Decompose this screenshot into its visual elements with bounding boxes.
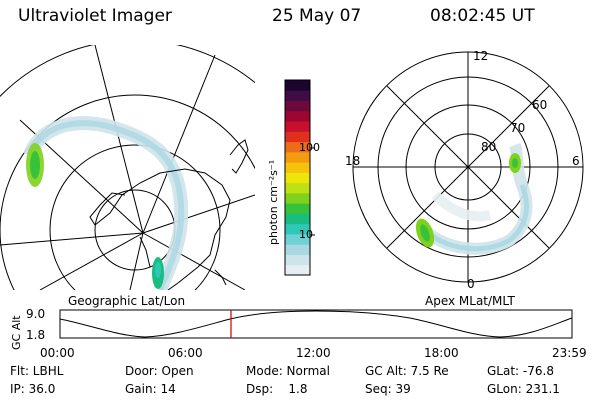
colorbar-step xyxy=(285,172,310,184)
mlat-label-70: 70 xyxy=(510,121,525,135)
geographic-map xyxy=(0,45,255,290)
magnetic-caption: Apex MLat/MLT xyxy=(425,294,515,308)
aurora-oval-mag xyxy=(415,142,533,255)
colorbar-step xyxy=(285,233,310,245)
dsp-status: Dsp: 1.8 xyxy=(246,382,308,396)
timeline-axis-title: GC Alt xyxy=(10,315,23,350)
timeline-y-bottom: 1.8 xyxy=(26,328,45,342)
meridian-line xyxy=(0,232,144,246)
timeline-y-top: 9.0 xyxy=(26,307,45,321)
meridian-line xyxy=(142,54,216,234)
geographic-caption: Geographic Lat/Lon xyxy=(68,294,186,308)
colorbar-step xyxy=(285,121,310,132)
colorbar-tick-10: 10 xyxy=(299,228,313,241)
magnetic-dial: 12 0 18 6 60 70 80 xyxy=(345,49,584,290)
meridian-line xyxy=(129,232,144,290)
gain-status: Gain: 14 xyxy=(125,382,176,396)
colorbar-step xyxy=(285,141,310,153)
colorbar-step xyxy=(285,223,310,235)
glon-status: GLon: 231.1 xyxy=(487,382,560,396)
colorbar-step xyxy=(285,162,310,173)
filter-status: Flt: LBHL xyxy=(10,364,64,378)
date-label: 25 May 07 xyxy=(272,6,362,26)
colorbar-step xyxy=(285,131,310,143)
coastline xyxy=(89,139,249,290)
colorbar-unit-label: photon cm⁻²s⁻¹ xyxy=(267,160,280,245)
instrument-title: Ultraviolet Imager xyxy=(18,6,172,26)
colorbar-step xyxy=(285,254,310,266)
meridian-line xyxy=(142,194,255,234)
mode-status: Mode: Normal xyxy=(246,364,330,378)
timeline-tick-0600: 06:00 xyxy=(168,346,203,360)
mlt-label-12: 12 xyxy=(473,49,488,63)
mlat-label-60: 60 xyxy=(532,98,547,112)
colorbar-step xyxy=(285,182,310,194)
aurora-oval xyxy=(23,116,189,290)
colorbar-step xyxy=(285,192,310,204)
colorbar-step xyxy=(285,100,310,112)
timeline-tick-1800: 18:00 xyxy=(424,346,459,360)
gc-alt-status: GC Alt: 7.5 Re xyxy=(365,364,449,378)
colorbar-step xyxy=(285,213,310,225)
mlt-label-0: 0 xyxy=(467,277,475,290)
colorbar-tick-100: 100 xyxy=(299,141,320,154)
latitude-circle xyxy=(49,144,221,290)
colorbar-step xyxy=(285,244,310,255)
latitude-circle xyxy=(0,94,255,290)
timeline-frame xyxy=(59,309,573,339)
ip-status: IP: 36.0 xyxy=(10,382,56,396)
colorbar-step xyxy=(285,90,310,102)
timeline-tick-1200: 12:00 xyxy=(296,346,331,360)
glat-status: GLat: -76.8 xyxy=(487,364,554,378)
timeline-tick-2359: 23:59 xyxy=(552,346,587,360)
dial-diagonal xyxy=(386,85,550,249)
colorbar-step xyxy=(285,80,310,91)
meridian-line xyxy=(94,45,144,234)
altitude-curve xyxy=(59,310,573,338)
meridian-line xyxy=(39,232,144,290)
colorbar-step xyxy=(285,151,310,163)
colorbar-step xyxy=(285,264,310,276)
sequence-status: Seq: 39 xyxy=(365,382,411,396)
mlat-label-80: 80 xyxy=(481,140,496,154)
colorbar-step xyxy=(285,203,310,214)
timeline-tick-0000: 00:00 xyxy=(40,346,75,360)
intensity-colorbar: 100 10 photon cm⁻²s⁻¹ xyxy=(267,79,320,276)
time-label: 08:02:45 UT xyxy=(430,6,535,26)
door-status: Door: Open xyxy=(125,364,194,378)
meridian-line xyxy=(142,232,246,290)
altitude-timeline: GC Alt 9.0 1.8 00:00 06:00 12:00 18:00 2… xyxy=(10,307,587,360)
mlt-label-6: 6 xyxy=(572,154,580,168)
colorbar-step xyxy=(285,110,310,122)
mlt-label-18: 18 xyxy=(345,154,360,168)
